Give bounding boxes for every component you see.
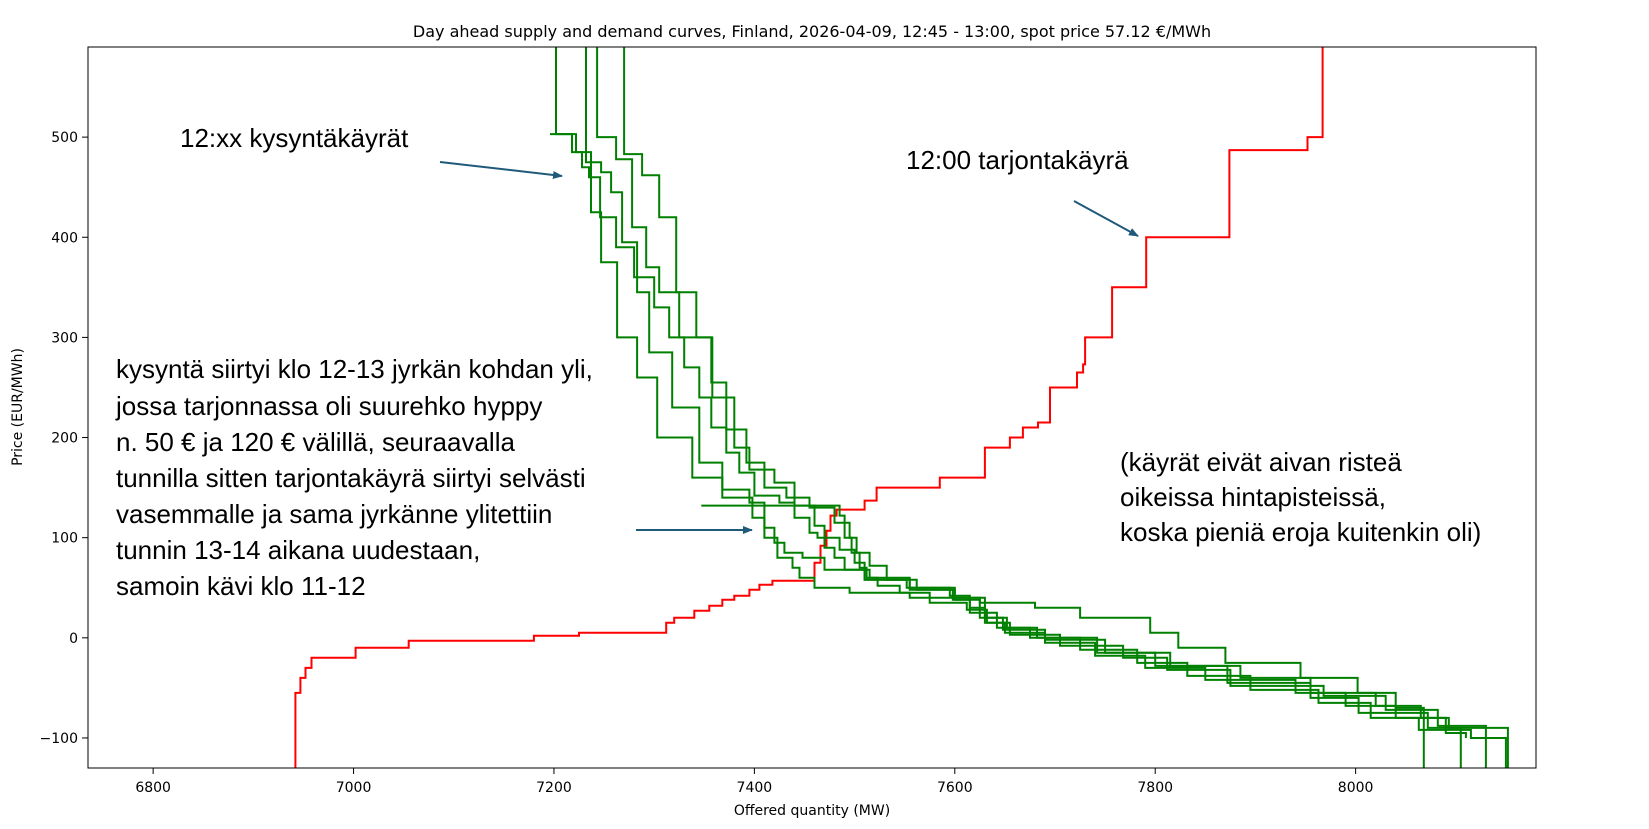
x-tick-label: 7400 [737,780,773,796]
annotation-explanation: kysyntä siirtyi klo 12-13 jyrkän kohdan … [115,354,753,601]
annotation-demand-line: 12:xx kysyntäkäyrät [180,123,409,153]
annotation-demand-curves: 12:xx kysyntäkäyrät [180,123,563,179]
x-axis: 6800 7000 7200 7400 7600 7800 8000 [135,768,1373,796]
y-tick-label: 0 [69,631,78,647]
chart-title: Day ahead supply and demand curves, Finl… [413,22,1211,41]
series-layer [294,47,1509,768]
annotation-supply-curve-text: 12:00 tarjontakäyrä [906,145,1129,175]
explanation-line: n. 50 € ja 120 € välillä, seuraavalla [116,427,515,457]
y-axis-label: Price (EUR/MWh) [10,348,26,466]
annotation-note-text: (käyrät eivät aivan risteä oikeissa hint… [1120,447,1481,547]
x-tick-label: 7200 [536,780,572,796]
annotation-explanation-text: kysyntä siirtyi klo 12-13 jyrkän kohdan … [115,354,600,601]
demand-curve-line [585,47,1462,768]
x-tick-label: 7800 [1137,780,1173,796]
demand-curve-line [550,133,1467,738]
arrow-demand [439,161,563,179]
plot-frame [87,46,1537,769]
demand-curve-line [623,47,1507,768]
x-tick-label: 6800 [135,780,171,796]
y-axis: −100 0 100 200 300 400 500 [40,130,88,747]
x-tick-label: 7600 [937,780,973,796]
annotation-supply-curve: 12:00 tarjontakäyrä [906,145,1139,237]
arrow-supply [1073,200,1139,237]
y-tick-label: 200 [51,431,78,447]
explanation-line: vasemmalle ja sama jyrkänne ylitettiin [116,499,552,529]
x-tick-label: 8000 [1338,780,1374,796]
x-axis-label: Offered quantity (MW) [734,803,890,819]
explanation-line: jossa tarjonnassa oli suurehko hyppy [115,391,542,421]
annotation-demand-curves-text: 12:xx kysyntäkäyrät [180,123,409,153]
y-tick-label: 300 [51,330,78,346]
explanation-line: samoin kävi klo 11-12 [116,571,366,601]
demand-curve-line [701,504,1509,768]
note-line: (käyrät eivät aivan risteä [1120,447,1402,477]
annotation-note: (käyrät eivät aivan risteä oikeissa hint… [1120,447,1481,547]
annotation-supply-line: 12:00 tarjontakäyrä [906,145,1129,175]
note-line: koska pieniä eroja kuitenkin oli) [1120,517,1481,547]
y-tick-label: 400 [51,230,78,246]
y-tick-label: 500 [51,130,78,146]
explanation-line: kysyntä siirtyi klo 12-13 jyrkän kohdan … [116,354,593,384]
y-tick-label: −100 [40,731,78,747]
explanation-line: tunnin 13-14 aikana uudestaan, [116,535,480,565]
y-tick-label: 100 [51,531,78,547]
demand-curve-line [555,47,1425,768]
x-tick-label: 7000 [336,780,372,796]
supply-curve-line [294,47,1324,768]
note-line: oikeissa hintapisteissä, [1120,482,1386,512]
explanation-line: tunnilla sitten tarjontakäyrä siirtyi se… [116,463,586,493]
